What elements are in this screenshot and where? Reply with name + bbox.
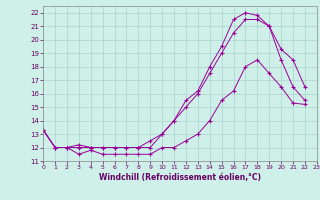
X-axis label: Windchill (Refroidissement éolien,°C): Windchill (Refroidissement éolien,°C) — [99, 173, 261, 182]
